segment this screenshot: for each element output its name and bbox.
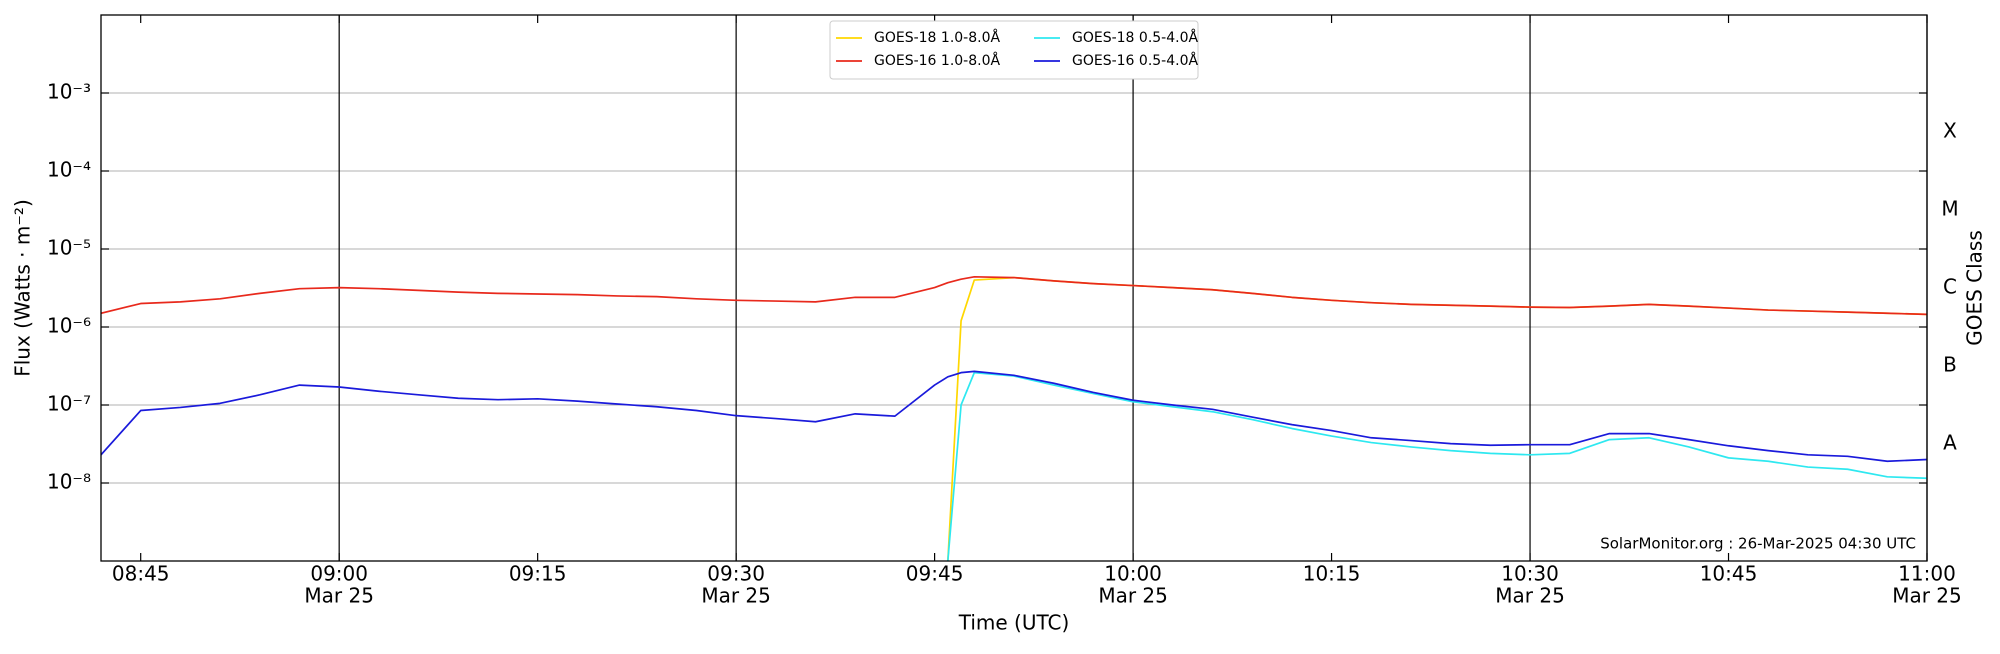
legend: GOES-18 1.0-8.0Å GOES-16 1.0-8.0Å GOES-18 … (829, 20, 1199, 80)
plot-frame (100, 14, 1928, 562)
x-tick-label: 10:30 (1501, 562, 1559, 586)
series-line (101, 370, 1927, 463)
y-tick-label: 10⁻⁴ (47, 158, 91, 182)
x-tick-label: 09:00 (310, 562, 368, 586)
legend-label: GOES-16 1.0-8.0Å (874, 52, 1000, 69)
legend-label: GOES-16 0.5-4.0Å (1072, 52, 1198, 69)
series-line (946, 371, 1927, 561)
x-axis-label: Time (UTC) (958, 611, 1070, 635)
series-line (101, 275, 1927, 316)
y-tick-label: 10⁻⁸ (47, 470, 91, 494)
x-tick-date: Mar 25 (1892, 584, 1962, 608)
y2-tick-label: M (1941, 197, 1958, 221)
y2-tick-label: X (1943, 119, 1957, 143)
y2-axis-label: GOES Class (1963, 230, 1987, 346)
x-tick-date: Mar 25 (1098, 584, 1168, 608)
y-tick-label: 10⁻⁶ (47, 314, 91, 338)
y-tick-label: 10⁻³ (47, 80, 91, 104)
y2-tick-label: B (1943, 353, 1957, 377)
y-tick-label: 10⁻⁷ (47, 392, 91, 416)
x-tick-label: 11:00 (1898, 562, 1956, 586)
x-tick-label: 08:45 (112, 562, 170, 586)
x-tick-label: 10:45 (1700, 562, 1758, 586)
x-tick-label: 09:15 (509, 562, 567, 586)
x-tick-label: 09:45 (906, 562, 964, 586)
y-axis-label: Flux (Watts · m⁻²) (11, 199, 35, 377)
x-tick-date: Mar 25 (701, 584, 771, 608)
plot-lines (101, 275, 1927, 561)
legend-label: GOES-18 0.5-4.0Å (1072, 29, 1198, 46)
x-tick-date: Mar 25 (1495, 584, 1565, 608)
y2-tick-label: A (1943, 431, 1957, 455)
legend-label: GOES-18 1.0-8.0Å (874, 29, 1000, 46)
x-tick-label: 10:15 (1303, 562, 1361, 586)
y2-tick-label: C (1943, 275, 1957, 299)
annotation: SolarMonitor.org : 26-Mar-2025 04:30 UTC (1600, 535, 1916, 553)
x-tick-date: Mar 25 (304, 584, 374, 608)
x-tick-label: 09:30 (707, 562, 765, 586)
legend-box (829, 20, 1199, 80)
y-tick-label: 10⁻⁵ (47, 236, 91, 260)
x-tick-label: 10:00 (1104, 562, 1162, 586)
